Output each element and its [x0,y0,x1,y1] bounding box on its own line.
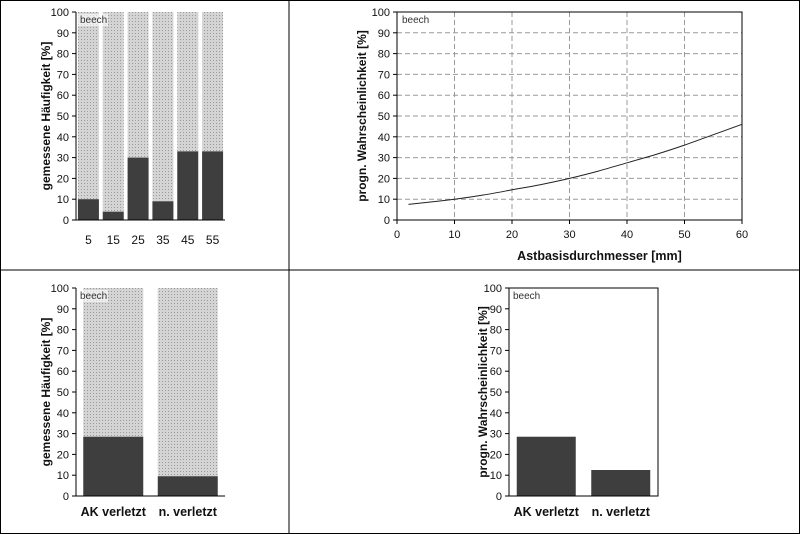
bar [83,436,144,496]
y-tick-label: 20 [57,173,69,185]
y-tick-label: 90 [490,304,502,316]
y-axis-label: gemessene Häufigkeit [%] [39,42,53,191]
note-background [78,14,108,26]
bar-remainder [177,12,199,152]
chart-note: beech [80,15,107,26]
y-tick-label: 20 [57,449,69,461]
y-tick-label: 80 [57,325,69,337]
y-tick-label: 70 [490,345,502,357]
y-tick-label: 60 [57,90,69,102]
y-tick-label: 40 [57,408,69,420]
x-tick-label: 0 [394,229,400,241]
y-axis-label: progn. Wahrscheinlichkeit [%] [476,306,490,478]
y-tick-label: 40 [490,408,502,420]
bar [102,211,124,220]
bar-remainder [202,12,224,152]
y-tick-label: 50 [57,387,69,399]
bar [591,470,651,496]
y-tick-label: 70 [378,69,390,81]
bar [202,151,224,220]
y-tick-label: 100 [372,7,390,19]
bar-remainder [83,288,144,437]
y-tick-label: 0 [63,215,69,227]
bar [177,151,199,220]
x-category-label: AK verletzt [514,505,580,519]
y-tick-label: 0 [63,491,69,503]
x-tick-label: 20 [506,229,518,241]
x-axis-label: Astbasisdurchmesser [mm] [517,249,682,263]
y-tick-label: 100 [484,283,502,295]
y-tick-label: 30 [57,429,69,441]
bar [157,476,218,496]
bar-remainder [127,12,149,158]
x-category-label: n. verletzt [159,505,218,519]
y-axis-label: gemessene Häufigkeit [%] [39,318,53,467]
y-tick-label: 50 [57,111,69,123]
x-tick-label: 30 [563,229,575,241]
chart-note: beech [513,291,540,302]
series-line [408,123,743,205]
bar-remainder [157,288,218,477]
y-tick-label: 80 [378,49,390,61]
bar-remainder [77,12,99,200]
y-tick-label: 10 [490,470,502,482]
y-tick-label: 30 [378,153,390,165]
x-category-label: 15 [107,233,121,247]
x-category-label: n. verletzt [592,505,651,519]
bar [152,201,174,220]
y-axis-label: progn. Wahrscheinlichkeit [%] [355,30,369,202]
note-background [511,290,541,302]
x-category-label: 55 [206,233,220,247]
bar [516,436,576,496]
chart-probability-by-injury: 0 10 20 30 40 50 60 70 80 90 100 progn. Wahrscheinl… [476,283,659,519]
y-tick-label: 10 [57,194,69,206]
y-tick-label: 10 [57,470,69,482]
y-tick-label: 60 [57,366,69,378]
x-category-label: 45 [181,233,195,247]
y-tick-label: 30 [57,153,69,165]
y-tick-label: 0 [384,215,390,227]
y-tick-label: 70 [57,69,69,81]
y-tick-label: 90 [57,28,69,40]
bar-remainder [102,12,124,212]
x-tick-label: 40 [621,229,633,241]
y-tick-label: 90 [378,28,390,40]
x-category-label: 35 [156,233,170,247]
x-category-label: 5 [85,233,92,247]
y-tick-label: 50 [378,111,390,123]
chart-note: beech [402,15,429,26]
chart-frequency-by-diameter: 0 10 20 30 40 50 60 70 80 90 100 gemessene Häufigke… [39,7,225,247]
y-tick-label: 20 [490,449,502,461]
x-tick-label: 10 [448,229,460,241]
plot-area-border [508,287,659,497]
y-tick-label: 100 [51,7,69,19]
y-tick-label: 70 [57,345,69,357]
y-tick-label: 100 [51,283,69,295]
chart-note: beech [80,291,107,302]
x-tick-label: 50 [678,229,690,241]
x-category-label: 25 [131,233,145,247]
chart-frequency-by-injury: 0 10 20 30 40 50 60 70 80 90 100 gemessene Häufigke… [39,283,225,519]
y-tick-label: 50 [490,387,502,399]
y-tick-label: 20 [378,173,390,185]
x-tick-label: 60 [736,229,748,241]
y-tick-label: 60 [490,366,502,378]
y-tick-label: 90 [57,304,69,316]
note-background [78,290,108,302]
bar-remainder [152,12,174,202]
x-category-label: AK verletzt [81,505,147,519]
y-tick-label: 10 [378,194,390,206]
y-tick-label: 60 [378,90,390,102]
y-tick-label: 40 [378,132,390,144]
y-tick-label: 0 [496,491,502,503]
bar [127,157,149,220]
y-tick-label: 30 [490,429,502,441]
bar [77,199,99,220]
y-tick-label: 80 [57,49,69,61]
y-tick-label: 40 [57,132,69,144]
y-tick-label: 80 [490,325,502,337]
